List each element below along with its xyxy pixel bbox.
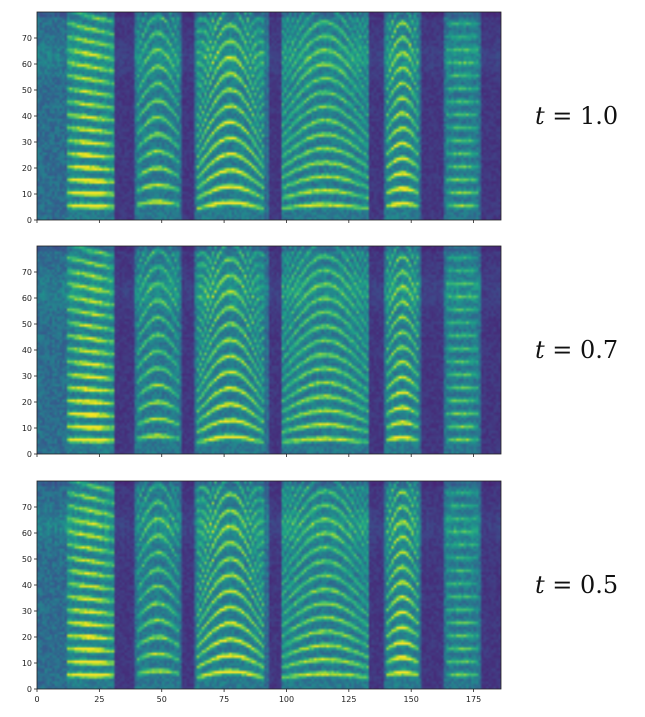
y-tick-label: 20 — [22, 164, 32, 173]
spectrogram-panel: 0 10 20 30 40 50 60 70 0 25 50 75 100 125 150 175 t = 0.… — [22, 480, 618, 704]
spectrogram-heatmap — [37, 12, 501, 220]
x-tick-label: 125 — [341, 695, 356, 704]
y-tick-label: 30 — [22, 607, 32, 616]
y-tick-label: 70 — [22, 34, 32, 43]
y-tick-label: 20 — [22, 398, 32, 407]
y-tick-label: 10 — [22, 659, 32, 668]
y-tick-label: 70 — [22, 268, 32, 277]
y-tick-label: 0 — [27, 216, 32, 225]
y-tick-label: 50 — [22, 86, 32, 95]
x-tick-label: 175 — [466, 695, 481, 704]
y-tick-label: 10 — [22, 190, 32, 199]
spectrogram-heatmap — [37, 246, 501, 454]
x-tick-label: 75 — [219, 695, 229, 704]
time-step-label: t = 0.5 — [535, 571, 618, 599]
y-tick-label: 70 — [22, 503, 32, 512]
y-tick-label: 50 — [22, 555, 32, 564]
x-tick-label: 150 — [404, 695, 419, 704]
x-tick-label: 25 — [94, 695, 104, 704]
x-tick-label: 0 — [34, 695, 39, 704]
y-tick-label: 60 — [22, 529, 32, 538]
y-tick-label: 60 — [22, 294, 32, 303]
y-tick-label: 30 — [22, 138, 32, 147]
spectrogram-panel: 0 10 20 30 40 50 60 70 t = 1.0 — [22, 11, 618, 225]
x-tick-label: 100 — [279, 695, 294, 704]
y-tick-label: 0 — [27, 450, 32, 459]
y-tick-label: 0 — [27, 685, 32, 694]
y-tick-label: 20 — [22, 633, 32, 642]
y-tick-label: 40 — [22, 581, 32, 590]
y-tick-label: 60 — [22, 60, 32, 69]
spectrogram-panel: 0 10 20 30 40 50 60 70 t = 0.7 — [22, 245, 618, 459]
y-tick-label: 10 — [22, 424, 32, 433]
y-tick-label: 40 — [22, 112, 32, 121]
y-tick-label: 50 — [22, 320, 32, 329]
y-tick-label: 40 — [22, 346, 32, 355]
y-tick-label: 30 — [22, 372, 32, 381]
time-step-label: t = 1.0 — [535, 102, 618, 130]
x-tick-label: 50 — [157, 695, 167, 704]
time-step-label: t = 0.7 — [535, 336, 618, 364]
spectrogram-heatmap — [37, 481, 501, 689]
